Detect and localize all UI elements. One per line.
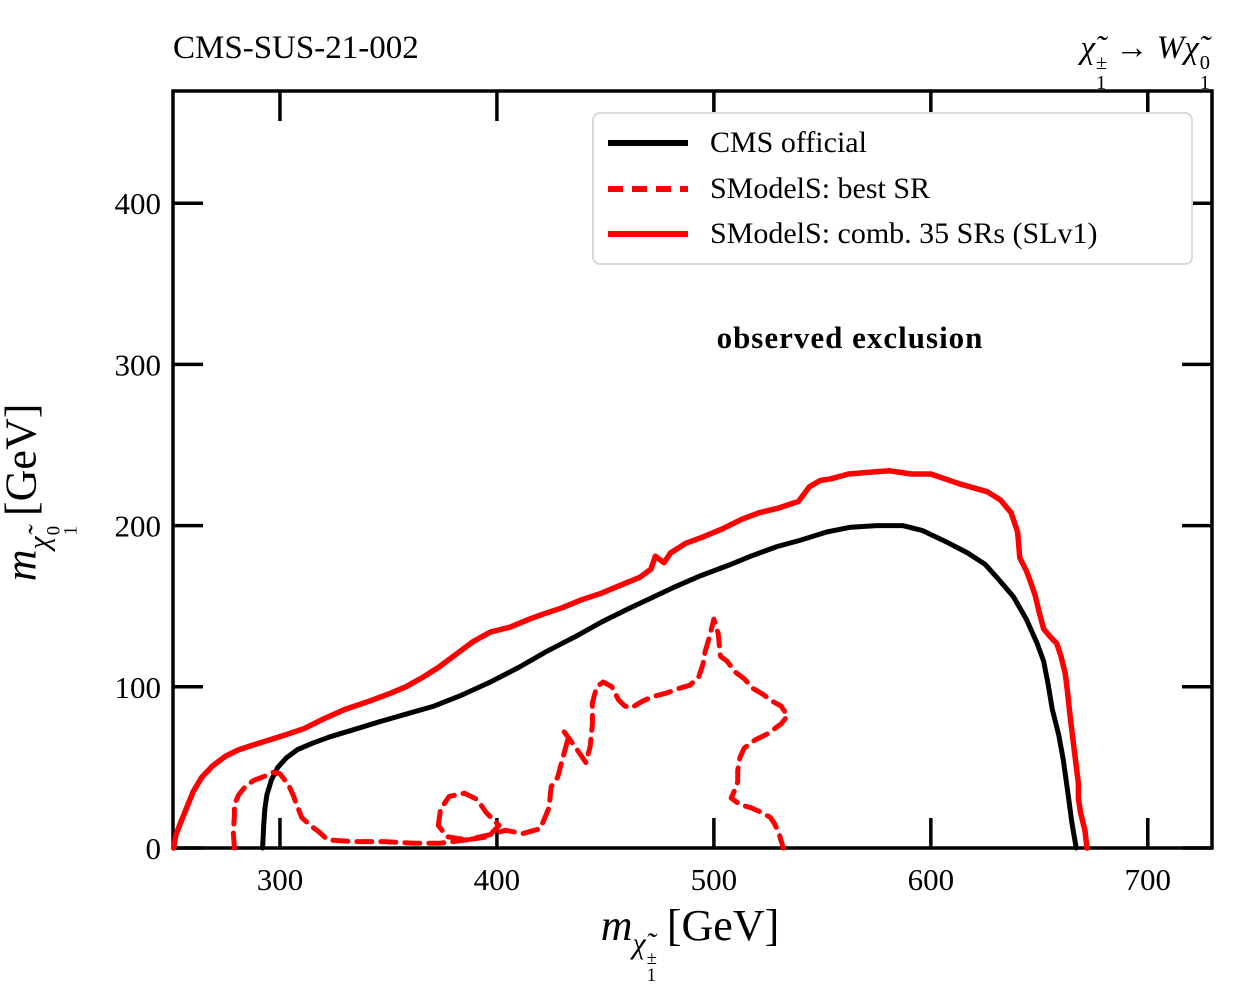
x-tick-label: 700 [1125, 862, 1172, 897]
y-tick-label: 100 [115, 670, 162, 705]
contour-smodels-best-sr [230, 616, 791, 851]
legend: CMS official SModelS: best SR SModelS: c… [592, 112, 1193, 265]
y-axis-label: mχ̃ 0 1 [GeV] [0, 242, 82, 742]
x-tick-label: 400 [474, 862, 521, 897]
plot-title: CMS-SUS-21-002 [173, 30, 419, 66]
mass-symbol: m [0, 549, 46, 582]
neutralino-symbol: χ̃ [1184, 30, 1199, 66]
y-tick-label: 0 [146, 831, 162, 866]
legend-item-smodels-best-sr: SModelS: best SR [608, 166, 1177, 212]
observed-exclusion-annotation: observed exclusion [716, 320, 984, 355]
plot-frame [171, 89, 1214, 850]
arrow: → [1107, 30, 1157, 66]
contour-smodels-comb-35-srs-slv1- [170, 468, 1090, 851]
contour-cms-official [260, 523, 1079, 851]
legend-item-smodels-comb: SModelS: comb. 35 SRs (SLv1) [608, 211, 1177, 257]
legend-item-cms-official: CMS official [608, 120, 1177, 166]
w-boson-symbol: W [1156, 30, 1185, 66]
legend-line-sample [608, 139, 688, 146]
chargino-charge: ± [646, 947, 657, 969]
neutralino-index: 1 [60, 526, 82, 536]
x-tick-label: 600 [908, 862, 955, 897]
legend-label: CMS official [710, 125, 867, 159]
neutralino-index: 1 [1199, 71, 1210, 94]
unit-label: [GeV] [666, 901, 780, 950]
process-label: χ̃ ±1 → Wχ̃ 0 1 [1081, 30, 1211, 93]
legend-line-sample [608, 185, 688, 192]
mass-symbol: m [600, 901, 633, 950]
x-tick-label: 300 [257, 862, 304, 897]
legend-line-sample [608, 231, 688, 238]
legend-label: SModelS: best SR [710, 171, 931, 205]
x-tick-label: 500 [691, 862, 738, 897]
y-tick-label: 200 [115, 509, 162, 544]
neutralino-charge: 0 [1199, 52, 1210, 75]
analysis-id: CMS-SUS-21-002 [173, 30, 419, 66]
chargino-index: 1 [1096, 71, 1107, 94]
x-axis-label: mχ̃ ±1 [GeV] [440, 900, 940, 985]
y-tick-label: 300 [115, 347, 162, 382]
legend-label: SModelS: comb. 35 SRs (SLv1) [710, 217, 1098, 251]
neutralino-symbol: χ̃ [23, 536, 57, 550]
chargino-charge: ± [1096, 52, 1108, 75]
y-tick-label: 400 [115, 186, 162, 221]
chargino-symbol: χ̃ [1080, 30, 1096, 66]
chargino-index: 1 [646, 965, 656, 987]
contour-smodels-best-sr-island- [435, 790, 502, 843]
chargino-symbol: χ̃ [632, 927, 646, 961]
unit-label: [GeV] [0, 403, 46, 517]
